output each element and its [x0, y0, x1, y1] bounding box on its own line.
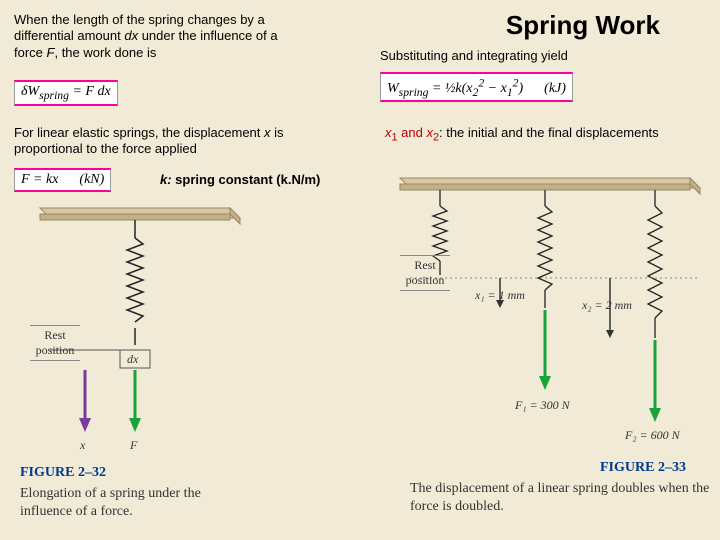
fig32-rest-label: Rest position: [30, 325, 80, 361]
fig33-f1-label: F₁ = 300 N: [515, 398, 570, 413]
fig32-number: FIGURE 2–32: [20, 465, 106, 481]
right-para-2: x1 and x2: the initial and the final dis…: [385, 125, 665, 145]
page-title: Spring Work: [506, 10, 660, 41]
fig33-number: FIGURE 2–33: [600, 460, 686, 476]
fig33-x1-label: x₁ = 1 mm: [475, 288, 525, 303]
figure-2-33-svg: [370, 170, 710, 470]
fig32-x-label: x: [80, 438, 85, 453]
fig32-dx-label: dx: [127, 352, 138, 367]
fig32-f-label-text: F: [130, 438, 137, 453]
fig33-x2-label: x₂ = 2 mm: [582, 298, 632, 313]
fig32-caption: Elongation of a spring under the influen…: [20, 485, 250, 521]
left-para-2: For linear elastic springs, the displace…: [14, 125, 294, 158]
fig33-rest-label: Rest position: [400, 255, 450, 291]
fig33-f2-label: F₂ = 600 N: [625, 428, 680, 443]
equation-w-spring: Wspring = ½k(x22 − x12) (kJ): [380, 72, 573, 102]
equation-f-kx: F = kx (kN): [14, 168, 111, 192]
right-para-1: Substituting and integrating yield: [380, 48, 660, 64]
equation-dw-spring: δWspring = F dx: [14, 80, 118, 106]
left-para-1: When the length of the spring changes by…: [14, 12, 294, 61]
k-constant-label: k: spring constant (k.N/m): [160, 172, 360, 188]
fig33-caption: The displacement of a linear spring doub…: [410, 480, 710, 516]
